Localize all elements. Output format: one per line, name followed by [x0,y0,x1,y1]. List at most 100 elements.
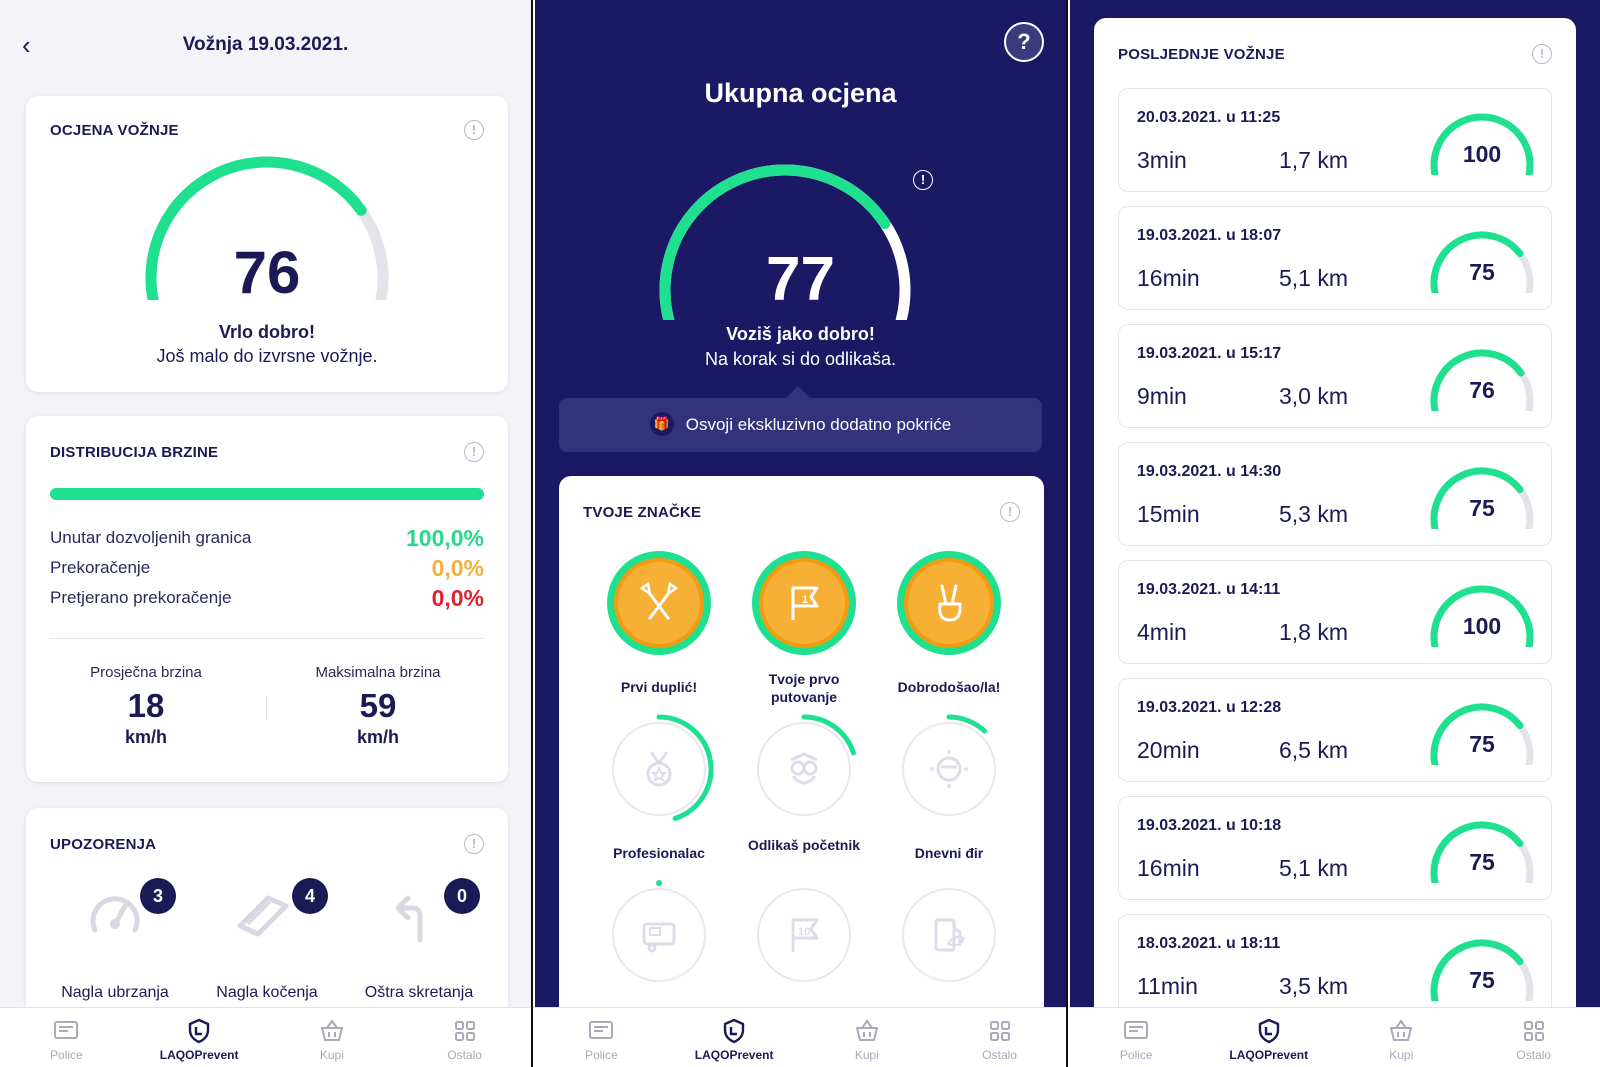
nav-item-laqoprevent[interactable]: LAQOPrevent [668,1008,801,1067]
warning-count: 3 [140,878,176,914]
ride-distance: 1,7 km [1279,147,1349,173]
nav-label: Police [585,1048,618,1062]
nav-label: Kupi [854,1048,879,1062]
overall-label: Voziš jako dobro! [726,324,875,344]
nav-item-police[interactable]: Police [1070,1008,1203,1067]
owl-icon [757,714,856,816]
flag-ten-icon: 10 [757,888,851,982]
info-icon[interactable]: ! [464,442,484,462]
peace-hand-icon [897,551,1001,655]
warnings-card: UPOZORENJA ! 3 Nagla ubrzanja 4 Nagla ko… [26,808,508,1028]
page-title: Vožnja 19.03.2021. [182,34,349,55]
gift-icon: 🎁 [649,412,674,437]
nav-item-ostalo[interactable]: Ostalo [1468,1008,1600,1067]
nav-item-laqoprevent[interactable]: LAQOPrevent [133,1008,266,1067]
badge-item[interactable]: Dnevni đir [884,712,1014,872]
mini-gauge [1430,231,1534,293]
help-icon[interactable]: ? [1004,22,1044,62]
badge-item[interactable] [594,878,724,1038]
badge-item[interactable] [884,878,1014,1038]
ride-duration: 11min [1137,973,1198,999]
promo-banner[interactable]: 🎁 Osvoji ekskluzivno dodatno pokriće [559,398,1042,452]
ride-distance: 5,1 km [1279,265,1349,291]
warning-label: Nagla kočenja [216,984,318,1001]
gauge-fill [1430,231,1524,293]
nav-label: LAQOPrevent [159,1048,239,1062]
ride-date: 19.03.2021. u 14:11 [1137,581,1281,598]
svg-text:1: 1 [802,594,808,606]
warning-count: 4 [292,878,328,914]
ride-card[interactable]: 19.03.2021. u 15:17 9min 3,0 km 76 [1118,324,1552,428]
gauge-fill [1430,939,1524,1001]
bottom-nav: Police LAQOPrevent Kupi Ostalo [1070,1007,1600,1067]
ride-duration: 16min [1137,265,1200,291]
nav-item-ostalo[interactable]: Ostalo [398,1008,531,1067]
rating-sublabel: Još malo do izvrsne vožnje. [156,346,378,366]
badge-item[interactable]: Dobrodošao/la! [884,546,1014,706]
nav-item-kupi[interactable]: Kupi [801,1008,934,1067]
ride-card[interactable]: 20.03.2021. u 11:25 3min 1,7 km 100 [1118,88,1552,192]
ride-card[interactable]: 19.03.2021. u 18:07 16min 5,1 km 75 [1118,206,1552,310]
ride-duration: 16min [1137,855,1200,881]
speed-distribution-card: DISTRIBUCIJA BRZINE ! Unutar dozvoljenih… [26,416,508,782]
rating-label: Vrlo dobro! [219,322,315,342]
gauge-fill [659,164,891,320]
gauge-fill [1430,349,1525,411]
ride-score-gauge: 100 [1427,111,1537,175]
ride-score-gauge: 75 [1427,229,1537,293]
ride-distance: 5,3 km [1279,501,1349,527]
gauge-fill [1430,585,1534,647]
info-icon[interactable]: ! [913,170,933,190]
info-icon[interactable]: ! [464,834,484,854]
info-icon[interactable]: ! [464,120,484,140]
distribution-label: Prekoračenje [50,558,151,577]
svg-text:10: 10 [798,926,810,938]
nav-item-kupi[interactable]: Kupi [266,1008,399,1067]
ride-card[interactable]: 19.03.2021. u 14:30 15min 5,3 km 75 [1118,442,1552,546]
basket-icon [1390,1019,1413,1041]
info-icon[interactable]: ! [1532,44,1552,64]
badge-item[interactable]: 1 Tvoje prvo putovanje [739,546,869,706]
ride-card[interactable]: 19.03.2021. u 10:18 16min 5,1 km 75 [1118,796,1552,900]
ride-score: 75 [1469,495,1495,521]
card-title: TVOJE ZNAČKE [583,504,702,521]
nav-item-kupi[interactable]: Kupi [1335,1008,1468,1067]
badge-item[interactable]: Profesionalac [594,712,724,872]
nav-item-police[interactable]: Police [0,1008,133,1067]
ride-card[interactable]: 19.03.2021. u 14:11 4min 1,8 km 100 [1118,560,1552,664]
badge-item[interactable]: Odlikaš početnik [739,712,869,872]
score-gauge [145,156,389,300]
basket-icon [320,1019,343,1041]
max-speed-label: Maksimalna brzina [315,664,441,681]
info-icon[interactable]: ! [1000,502,1020,522]
badges-card: TVOJE ZNAČKE ! Prvi duplić! 1 Tvoje prvo p… [559,476,1044,1036]
ride-card[interactable]: 18.03.2021. u 18:11 11min 3,5 km 75 [1118,914,1552,1018]
shield-icon [723,1018,745,1044]
ride-score: 76 [1469,377,1495,403]
badge-progress-arc [656,714,714,821]
document-icon [54,1021,79,1039]
gauge-fill [1430,821,1524,883]
back-arrow-icon[interactable]: ‹ [22,30,31,60]
ride-date: 19.03.2021. u 10:18 [1137,817,1282,834]
nav-label: Police [50,1048,83,1062]
divider [50,638,484,639]
gauge-fill [1430,703,1524,765]
gauge-fill [1430,113,1534,175]
mini-gauge [1430,113,1534,175]
nav-item-ostalo[interactable]: Ostalo [933,1008,1066,1067]
mini-gauge [1430,349,1534,411]
nav-item-police[interactable]: Police [535,1008,668,1067]
mini-gauge [1430,467,1534,529]
ride-score-gauge: 75 [1427,937,1537,1001]
badge-item[interactable]: Prvi duplić! [594,546,724,706]
promo-pointer [786,386,810,398]
nav-item-laqoprevent[interactable]: LAQOPrevent [1203,1008,1336,1067]
avg-speed-label: Prosječna brzina [90,664,202,681]
distribution-label: Pretjerano prekoračenje [50,588,232,607]
ride-card[interactable]: 19.03.2021. u 12:28 20min 6,5 km 75 [1118,678,1552,782]
badge-item[interactable]: 10 [739,878,869,1038]
ride-rating-card: OCJENA VOŽNJE ! 76 Vrlo dobro! Još malo … [26,96,508,392]
ride-score-gauge: 75 [1427,465,1537,529]
distribution-row: Pretjerano prekoračenje 0,0% [50,585,484,612]
